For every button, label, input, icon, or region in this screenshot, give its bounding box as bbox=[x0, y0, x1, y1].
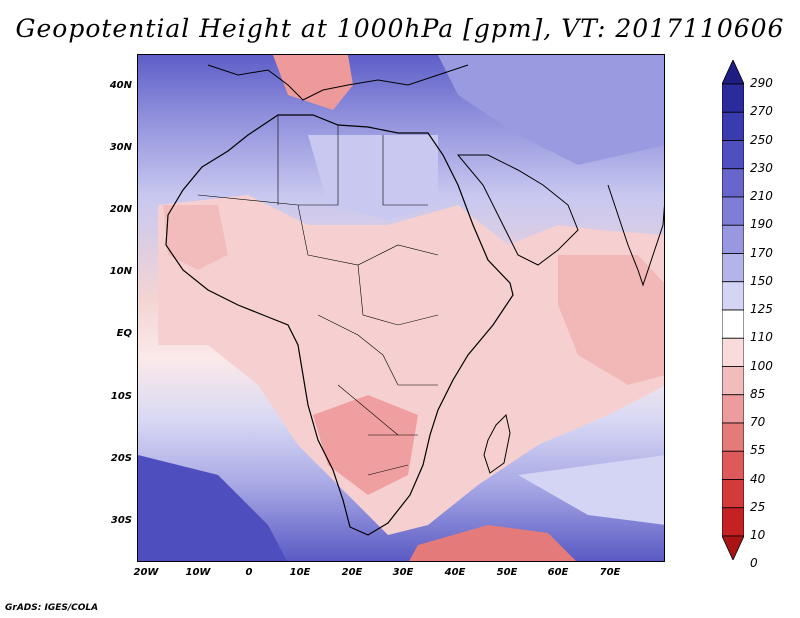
colorbar-level-label: 10 bbox=[750, 528, 766, 542]
colorbar-level-label: 250 bbox=[750, 132, 773, 147]
colorbar-box bbox=[722, 168, 744, 198]
asia-high bbox=[438, 55, 664, 165]
southern-ocean-low bbox=[409, 525, 576, 561]
colorbar-box bbox=[722, 281, 744, 311]
lon-label: 40E bbox=[444, 567, 466, 578]
colorbar-box bbox=[722, 196, 744, 226]
colorbar-box bbox=[722, 507, 744, 537]
mediterranean-low bbox=[273, 55, 353, 110]
colorbar-box bbox=[722, 253, 744, 283]
colorbar-box bbox=[722, 366, 744, 396]
map-area bbox=[137, 54, 665, 562]
lon-label: 50E bbox=[496, 567, 518, 578]
colorbar bbox=[722, 60, 744, 560]
colorbar-box bbox=[722, 479, 744, 509]
sahara-high bbox=[308, 135, 438, 220]
lat-label: 30S bbox=[110, 515, 132, 526]
map-title: Geopotential Height at 1000hPa [gpm], VT… bbox=[15, 14, 785, 43]
indian-ocean-high bbox=[518, 455, 664, 525]
lat-label: 20N bbox=[109, 204, 132, 215]
west-africa-low bbox=[163, 205, 228, 270]
colorbar-box bbox=[722, 450, 744, 480]
colorbar-box bbox=[722, 337, 744, 367]
lon-label: 30E bbox=[392, 567, 414, 578]
southern-africa-low bbox=[313, 395, 418, 495]
india-coastline bbox=[607, 184, 664, 287]
colorbar-level-label: 150 bbox=[750, 273, 773, 288]
africa-coastline bbox=[165, 114, 514, 536]
low-height-field bbox=[158, 195, 664, 535]
ocean-low-core bbox=[558, 255, 664, 385]
colorbar-level-label: 70 bbox=[750, 415, 766, 429]
colorbar-box bbox=[722, 309, 744, 339]
colorbar-box bbox=[722, 83, 744, 113]
lat-label: 40N bbox=[109, 80, 132, 91]
colorbar-box bbox=[722, 224, 744, 254]
colorbar-level-label: 40 bbox=[750, 471, 766, 486]
footer-credit: GrADS: IGES/COLA bbox=[5, 603, 99, 613]
lat-label: EQ bbox=[116, 328, 132, 339]
colorbar-level-label: 170 bbox=[750, 245, 773, 260]
arabia-coastline bbox=[456, 154, 579, 266]
map-svg bbox=[138, 55, 664, 561]
south-atlantic-high bbox=[138, 455, 287, 561]
lon-label: 0 bbox=[245, 567, 253, 578]
colorbar-level-label: 125 bbox=[750, 302, 773, 316]
colorbar-top-arrow bbox=[722, 60, 744, 85]
colorbar-box bbox=[722, 394, 744, 424]
lat-label: 20S bbox=[110, 453, 132, 464]
lon-label: 70E bbox=[599, 567, 621, 578]
colorbar-level-label: 210 bbox=[750, 189, 773, 203]
colorbar-level-label: 85 bbox=[750, 386, 766, 401]
colorbar-bottom-arrow bbox=[722, 535, 744, 560]
lat-label: 10N bbox=[109, 266, 132, 277]
lon-label: 10W bbox=[185, 567, 211, 578]
country-borders bbox=[197, 115, 439, 476]
colorbar-level-label: 230 bbox=[750, 160, 773, 175]
colorbar-level-label: 0 bbox=[750, 556, 758, 571]
lat-label: 10S bbox=[110, 391, 132, 402]
colorbar-box bbox=[722, 140, 744, 170]
colorbar-level-label: 190 bbox=[750, 217, 773, 232]
colorbar-level-label: 270 bbox=[750, 104, 773, 119]
colorbar-box bbox=[722, 111, 744, 141]
colorbar-level-label: 290 bbox=[750, 76, 773, 90]
lon-label: 10E bbox=[289, 567, 311, 578]
colorbar-level-label: 25 bbox=[750, 499, 766, 514]
colorbar-level-label: 55 bbox=[750, 443, 766, 458]
europe-coastline bbox=[207, 64, 469, 101]
lon-label: 20W bbox=[133, 567, 159, 578]
lon-label: 20E bbox=[341, 567, 363, 578]
lon-label: 60E bbox=[547, 567, 569, 578]
madagascar-coastline bbox=[483, 414, 511, 474]
colorbar-level-label: 110 bbox=[750, 330, 773, 345]
colorbar-box bbox=[722, 422, 744, 452]
colorbar-level-label: 100 bbox=[750, 358, 773, 373]
lat-label: 30N bbox=[109, 142, 132, 153]
